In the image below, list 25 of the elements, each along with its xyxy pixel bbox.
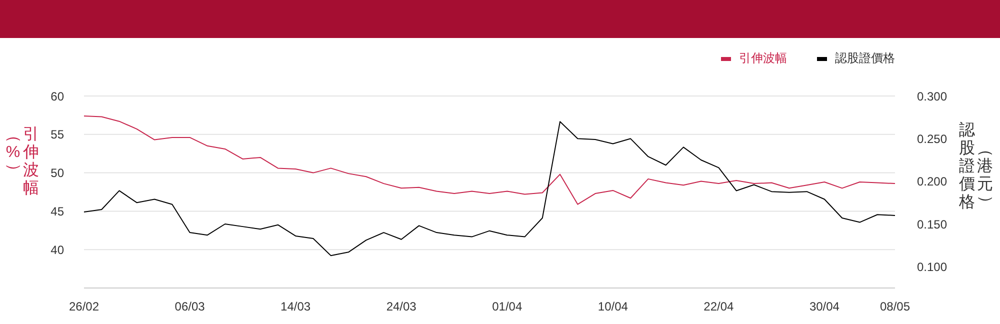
text: 引伸波幅（%）	[5, 126, 39, 197]
y2-tick-label: 0.300	[917, 89, 948, 104]
x-tick-label: 08/05	[880, 300, 910, 314]
x-tick-label: 30/04	[809, 300, 840, 314]
y2-tick-label: 0.250	[917, 132, 948, 146]
legend-label: 引伸波幅	[739, 50, 787, 67]
x-tick-label: 10/04	[598, 300, 628, 314]
line-series	[84, 115, 896, 205]
y2-tick-label: 0.150	[917, 217, 948, 232]
x-tick-label: 22/04	[704, 300, 734, 314]
y-tick-label: 40	[50, 242, 64, 257]
line-series	[84, 121, 896, 256]
legend-label: 認股證價格	[835, 50, 895, 67]
y-tick-label: 60	[50, 89, 64, 104]
y2-tick-label: 0.100	[917, 260, 948, 274]
y-tick-label: 45	[50, 204, 64, 218]
x-tick-label: 24/03	[386, 300, 417, 314]
x-tick-label: 14/03	[280, 300, 311, 314]
text: 認股證價格（港元）	[959, 122, 994, 211]
x-tick-label: 06/03	[174, 300, 206, 314]
y-tick-label: 50	[50, 166, 64, 180]
y-tick-label: 55	[50, 128, 64, 142]
y2-tick-label: 0.200	[917, 174, 948, 189]
x-tick-label: 26/02	[68, 300, 100, 314]
x-tick-label: 01/04	[492, 300, 522, 314]
